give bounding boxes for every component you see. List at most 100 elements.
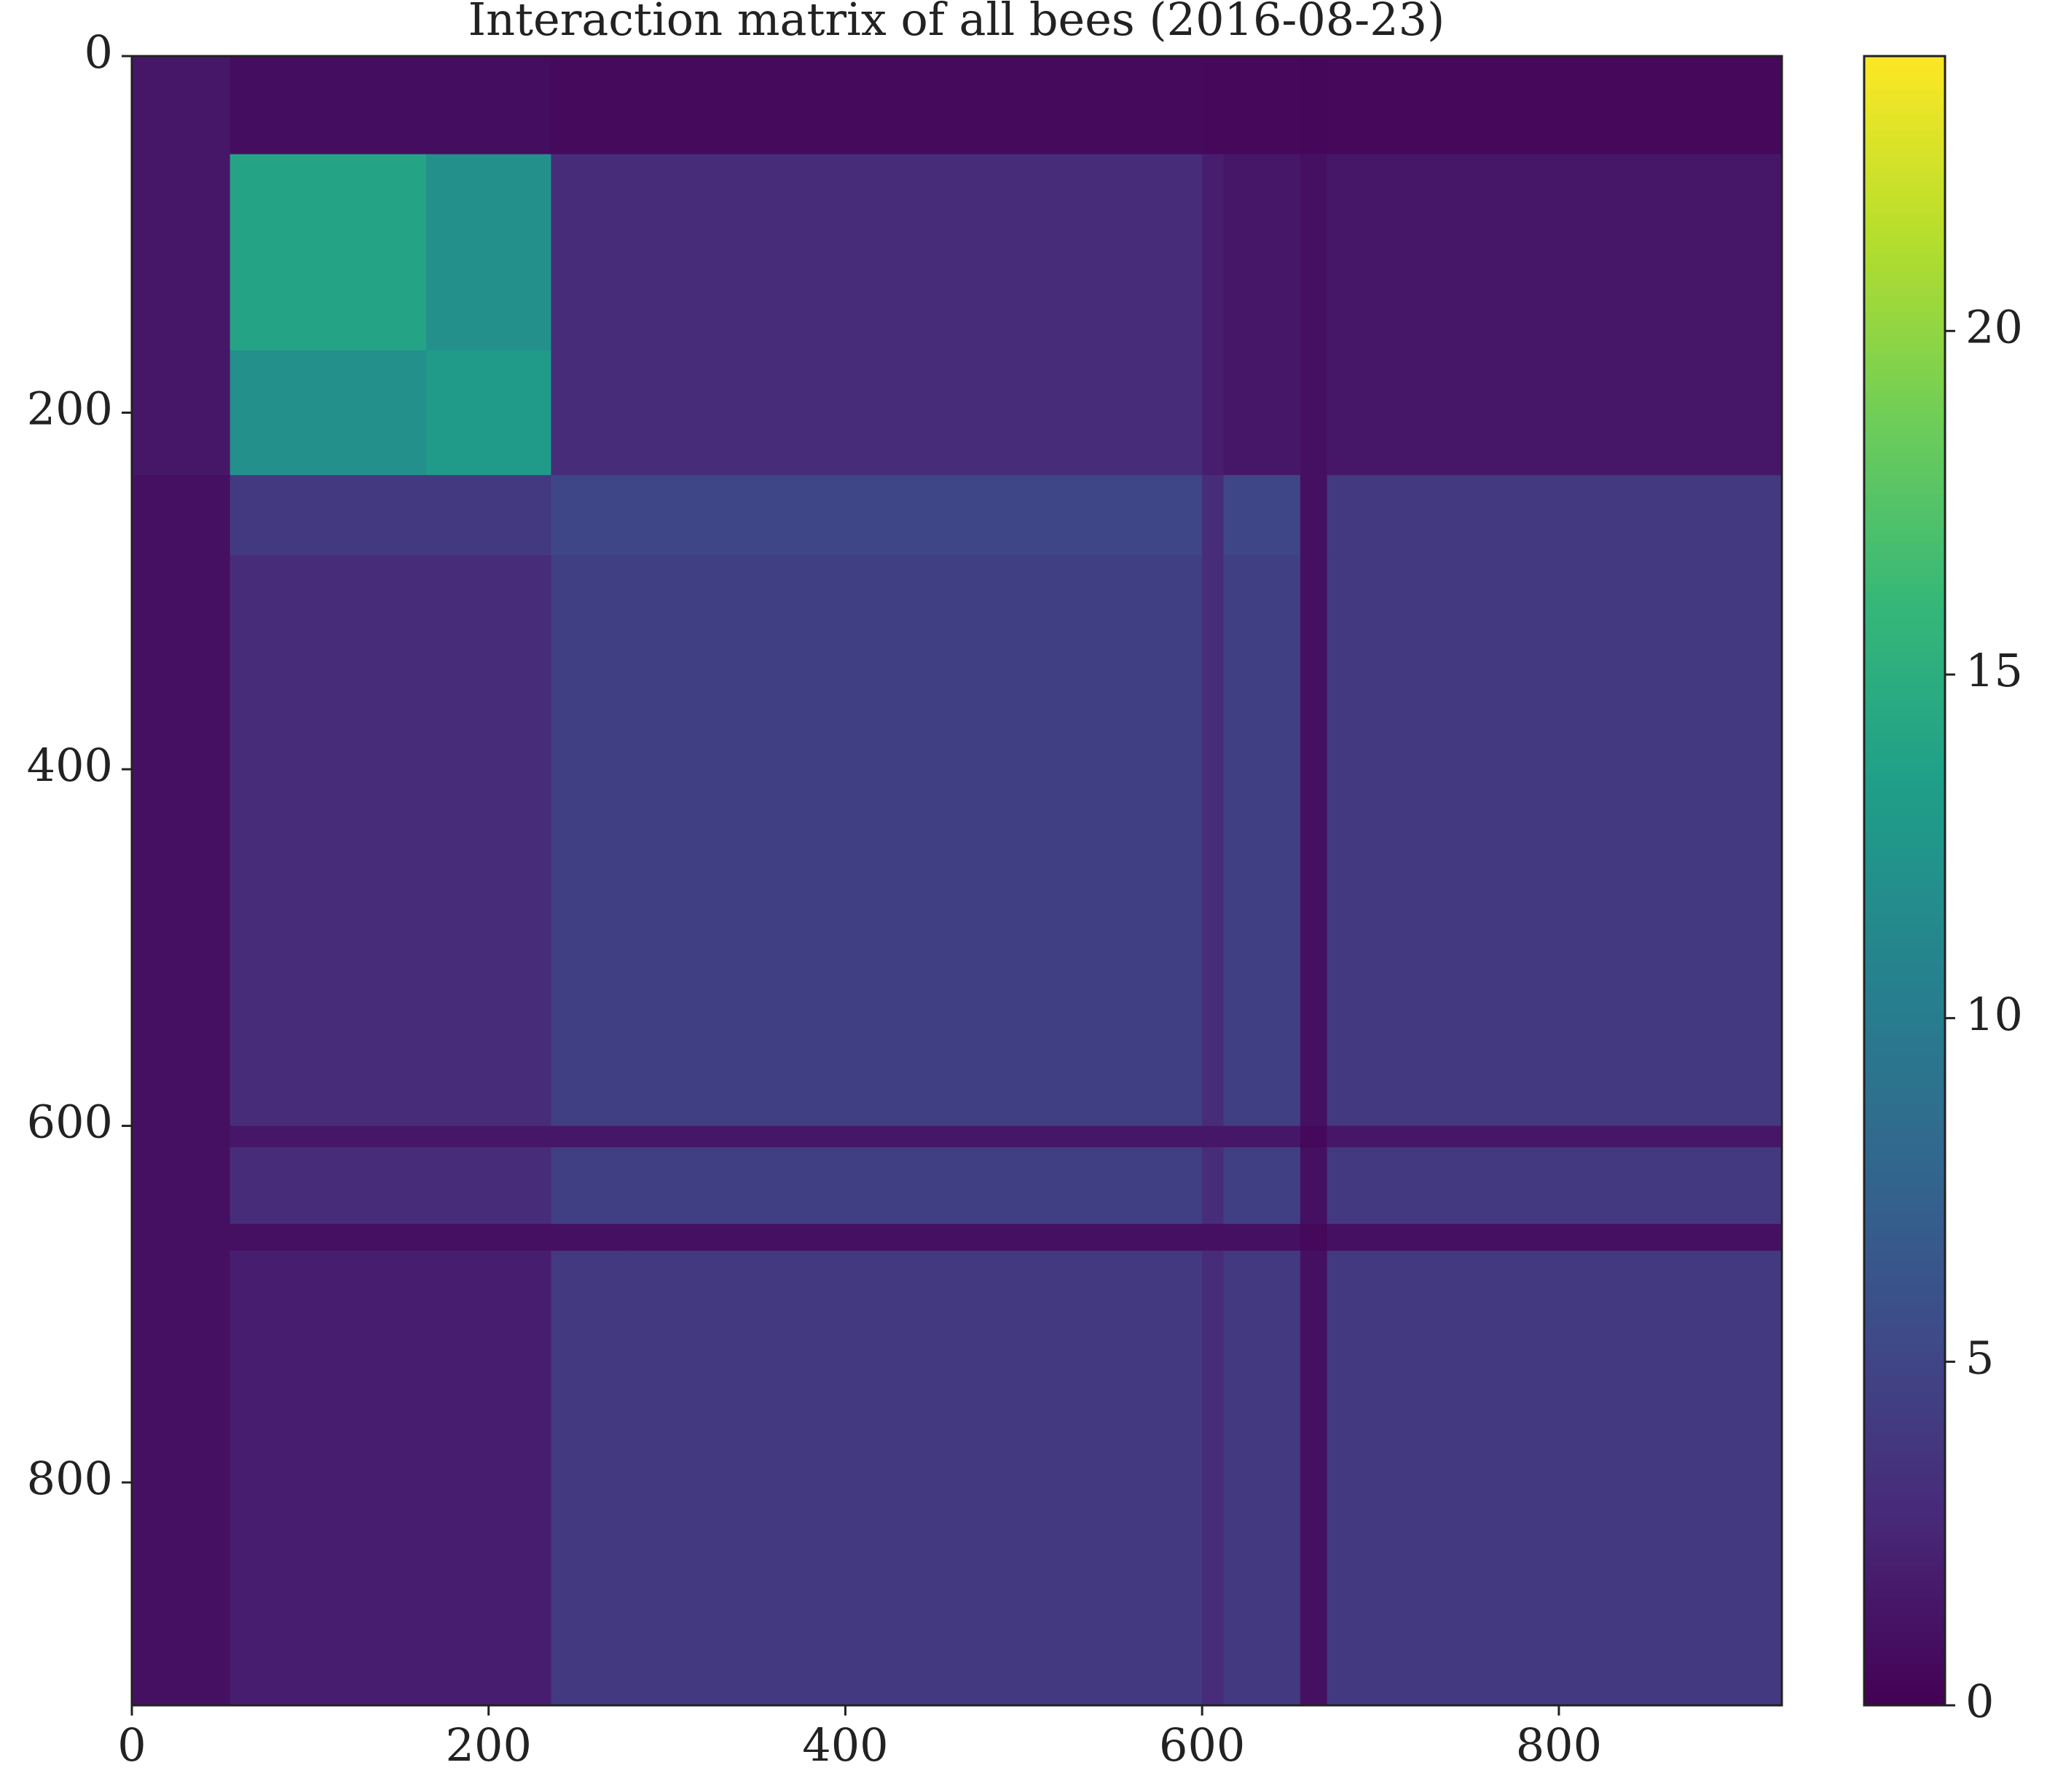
colorbar-tick-label: 5 [1965,1331,1994,1384]
colorbar-step [1864,526,1945,535]
colorbar-step [1864,114,1945,123]
colorbar-step [1864,897,1945,906]
colorbar-step [1864,1383,1945,1393]
colorbar-step [1864,930,1945,940]
colorbar-step [1864,1152,1945,1162]
colorbar-step [1864,1515,1945,1525]
colorbar-step [1864,1631,1945,1640]
colorbar-step [1864,122,1945,131]
colorbar-step [1864,921,1945,931]
heatmap-cell [1300,1224,1328,1251]
colorbar-step [1864,600,1945,610]
colorbar-step [1864,80,1945,90]
colorbar-step [1864,806,1945,816]
heatmap-cell [1202,350,1225,476]
colorbar-step [1864,542,1945,551]
colorbar-step [1864,1433,1945,1442]
colorbar-step [1864,534,1945,543]
heatmap-cell [1202,56,1225,155]
heatmap-cell [229,1147,427,1225]
y-tick-label: 800 [27,1452,113,1505]
colorbar-step [1864,1499,1945,1509]
colorbar-step [1864,1177,1945,1187]
colorbar-step [1864,946,1945,956]
colorbar-step [1864,1194,1945,1203]
colorbar-step [1864,1391,1945,1401]
colorbar-step [1864,1697,1945,1706]
colorbar-step [1864,1589,1945,1599]
colorbar-step [1864,452,1945,461]
colorbar-step [1864,1507,1945,1517]
heatmap-cell [1223,1125,1301,1148]
heatmap-cell [426,1224,551,1251]
colorbar-step [1864,1689,1945,1698]
colorbar-step [1864,798,1945,807]
heatmap-cell [1300,1147,1328,1225]
colorbar-step [1864,278,1945,288]
heatmap-cell [1202,1125,1225,1148]
colorbar-step [1864,56,1945,66]
colorbar-step [1864,1120,1945,1129]
colorbar-step [1864,757,1945,766]
heatmap-cell [1300,350,1328,476]
colorbar-step [1864,814,1945,824]
colorbar-step [1864,1259,1945,1269]
heatmap-cell [631,154,1203,351]
colorbar-step [1864,385,1945,395]
heatmap-cell [1202,1224,1225,1251]
colorbar-step [1864,988,1945,997]
colorbar-step [1864,1557,1945,1566]
heatmap-cell [229,56,427,155]
colorbar-step [1864,1408,1945,1418]
heatmap-cell [1223,154,1301,351]
colorbar-step [1864,583,1945,593]
colorbar-step [1864,963,1945,972]
heatmap-cell [132,1250,231,1706]
colorbar-step [1864,1301,1945,1310]
colorbar-step [1864,204,1945,213]
colorbar-tick-label: 0 [1965,1675,1994,1728]
colorbar-step [1864,592,1945,601]
heatmap-cell [132,1147,231,1225]
plot-frame [130,55,1783,1707]
colorbar-step [1864,616,1945,626]
heatmap-cell [1223,350,1301,476]
colorbar-step [1864,650,1945,659]
colorbar-step [1864,938,1945,948]
colorbar-step [1864,286,1945,296]
heatmap-cell [1300,56,1328,155]
colorbar-step [1864,881,1945,890]
colorbar-step [1864,213,1945,222]
heatmap-cell [1300,1125,1328,1148]
colorbar-step [1864,954,1945,964]
x-tick-label: 0 [117,1718,146,1772]
colorbar-step [1864,1606,1945,1616]
heatmap-cell [551,1250,632,1706]
heatmap-cell [1300,1250,1328,1706]
heatmap-cell [132,56,231,155]
heatmap-cell [426,1250,551,1706]
colorbar-step [1864,1268,1945,1278]
colorbar-step [1864,377,1945,387]
colorbar-step [1864,1614,1945,1624]
colorbar-step [1864,509,1945,519]
colorbar-step [1864,402,1945,412]
colorbar-step [1864,707,1945,717]
colorbar-step [1864,468,1945,478]
colorbar-step [1864,492,1945,503]
colorbar-step [1864,484,1945,494]
colorbar-step [1864,1136,1945,1146]
colorbar-step [1864,1235,1945,1244]
colorbar-step [1864,196,1945,205]
heatmap-cell [1202,475,1225,556]
colorbar-step [1864,1441,1945,1450]
colorbar-step [1864,1598,1945,1607]
colorbar-step [1864,460,1945,469]
colorbar-step [1864,905,1945,915]
colorbar-step [1864,353,1945,362]
heatmap-cell [132,475,231,556]
colorbar-step [1864,782,1945,791]
colorbar-step [1864,1243,1945,1253]
colorbar-step [1864,1070,1945,1080]
colorbar-step [1864,295,1945,304]
